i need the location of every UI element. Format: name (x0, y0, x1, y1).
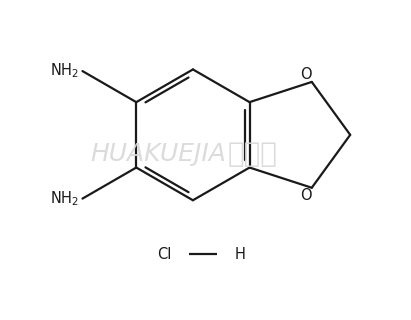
Text: O: O (300, 188, 312, 203)
Text: 化学加: 化学加 (228, 140, 278, 168)
Text: H: H (234, 247, 245, 262)
Text: HUAKUEJIA: HUAKUEJIA (90, 142, 226, 166)
Text: Cl: Cl (157, 247, 171, 262)
Text: NH$_2$: NH$_2$ (50, 189, 79, 208)
Text: O: O (300, 67, 312, 82)
Text: NH$_2$: NH$_2$ (50, 62, 79, 80)
